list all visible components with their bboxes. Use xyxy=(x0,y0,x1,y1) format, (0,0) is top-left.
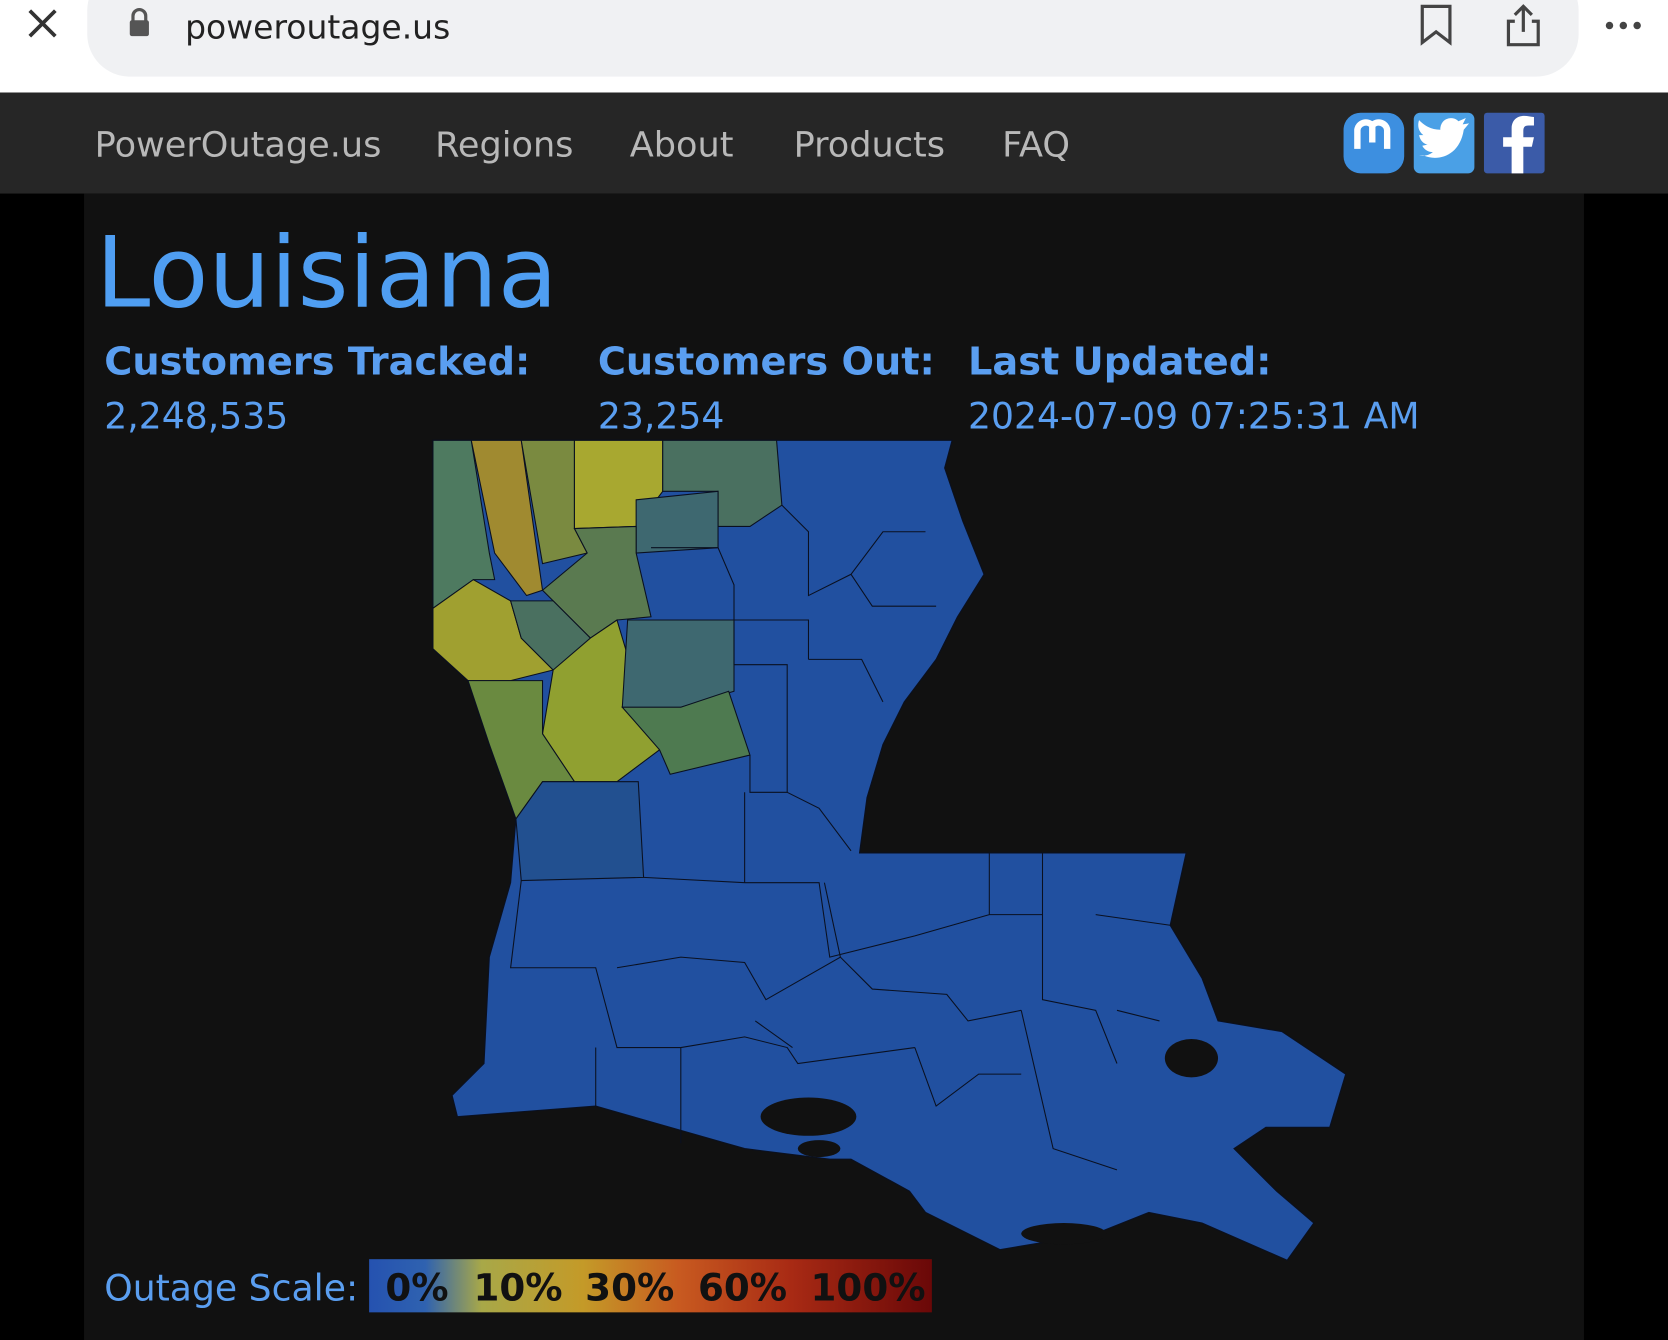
nav-brand[interactable]: PowerOutage.us xyxy=(95,124,382,165)
stat-label: Last Updated: xyxy=(968,339,1271,384)
legend-label: 30% xyxy=(585,1266,674,1310)
legend-label: 100% xyxy=(811,1266,926,1310)
nav-link[interactable]: About xyxy=(630,124,734,165)
facebook-icon[interactable] xyxy=(1483,112,1545,174)
share-icon[interactable] xyxy=(1506,4,1540,47)
nav-link[interactable]: Regions xyxy=(435,124,573,165)
nav-link[interactable]: Products xyxy=(794,124,945,165)
twitter-icon[interactable] xyxy=(1413,112,1475,174)
bookmark-icon[interactable] xyxy=(1420,4,1452,46)
stat-value: 2024-07-09 07:25:31 AM xyxy=(968,395,1419,438)
stat-value: 23,254 xyxy=(598,395,725,438)
stat-value: 2,248,535 xyxy=(104,395,288,438)
legend-label: 0% xyxy=(385,1266,448,1310)
legend-label: 60% xyxy=(698,1266,787,1310)
mastodon-icon[interactable] xyxy=(1343,112,1405,174)
stat-label: Customers Out: xyxy=(598,339,935,384)
stat-label: Customers Tracked: xyxy=(104,339,530,384)
nav-link[interactable]: FAQ xyxy=(1002,124,1070,165)
state-map[interactable] xyxy=(432,439,1347,1261)
legend-gradient xyxy=(369,1259,932,1313)
more-icon[interactable] xyxy=(1605,21,1641,30)
lock-icon xyxy=(129,7,149,37)
legend-title: Outage Scale: xyxy=(104,1267,358,1310)
url: poweroutage.us xyxy=(185,7,450,46)
close-icon[interactable] xyxy=(28,9,57,38)
state-title: Louisiana xyxy=(96,216,558,330)
legend-label: 10% xyxy=(474,1266,563,1310)
url-field[interactable] xyxy=(87,0,1579,77)
